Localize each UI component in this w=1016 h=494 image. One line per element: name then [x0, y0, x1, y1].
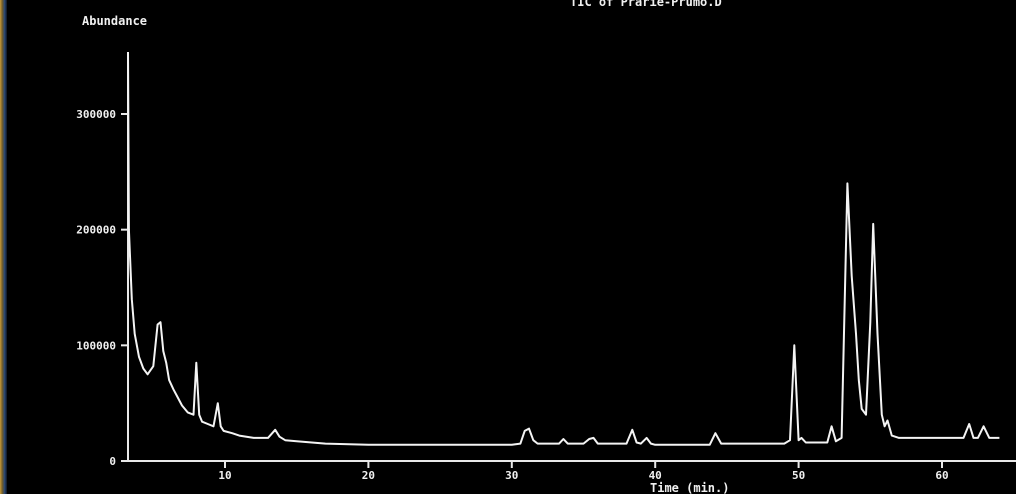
- y-ticks: 0 100000 200000 300000: [76, 108, 128, 468]
- y-tick-label: 300000: [76, 108, 116, 121]
- chart-title: TIC of Prarie-Prumo.D: [570, 0, 722, 9]
- y-axis-title: Abundance: [82, 14, 147, 28]
- tic-trace: [127, 51, 1000, 446]
- x-tick-label: 30: [505, 469, 518, 482]
- x-tick-label: 60: [935, 469, 948, 482]
- y-tick-label: 100000: [76, 339, 116, 352]
- x-axis-title: Time (min.): [650, 481, 729, 494]
- x-tick-label: 10: [218, 469, 231, 482]
- x-tick-label: 20: [362, 469, 375, 482]
- x-ticks: 10 20 30 40 50 60: [218, 461, 949, 482]
- traces: [127, 51, 1000, 446]
- x-tick-label: 50: [792, 469, 805, 482]
- y-tick-label: 200000: [76, 224, 116, 237]
- x-tick-label: 40: [649, 469, 662, 482]
- y-tick-label: 0: [109, 455, 116, 468]
- window-edge: [0, 0, 7, 494]
